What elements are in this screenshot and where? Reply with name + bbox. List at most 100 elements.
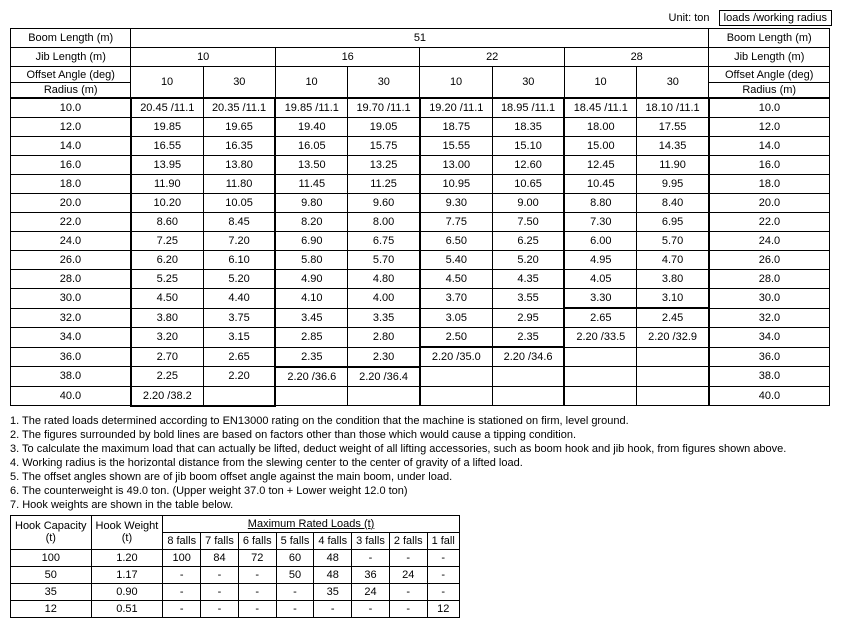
table-row: 30.04.504.404.104.003.703.553.303.1030.0 (11, 289, 830, 309)
hdr-jib-left: Jib Length (m) (11, 48, 131, 67)
cell-value: 3.05 (420, 308, 492, 328)
cell-value: 5.70 (637, 232, 709, 251)
cell-radius-right: 32.0 (709, 308, 830, 328)
table-head: Boom Length (m) 51 Boom Length (m) Jib L… (11, 29, 830, 99)
cell-value (275, 386, 347, 406)
cell-value: 14.35 (637, 137, 709, 156)
hdr-off-5: 30 (492, 67, 564, 99)
cell-radius-right: 22.0 (709, 213, 830, 232)
cell-value: 19.85 /11.1 (275, 98, 347, 118)
cell-value: 4.00 (348, 289, 420, 309)
cell-value: 8.20 (275, 213, 347, 232)
hdr-radius-left: Radius (m) (13, 83, 128, 96)
cell-value: 2.20 /33.5 (564, 328, 636, 348)
cell-value: 7.30 (564, 213, 636, 232)
hook-val: - (163, 583, 201, 600)
cell-value: 20.45 /11.1 (131, 98, 203, 118)
cell-value: 8.80 (564, 194, 636, 213)
cell-value: 2.35 (275, 347, 347, 367)
cell-value (420, 367, 492, 387)
cell-value: 12.45 (564, 156, 636, 175)
hdr-off-1: 30 (203, 67, 275, 99)
cell-value: 13.80 (203, 156, 275, 175)
cell-value: 13.00 (420, 156, 492, 175)
cell-radius-left: 16.0 (11, 156, 131, 175)
hook-val: 24 (389, 566, 427, 583)
cell-value: 4.10 (275, 289, 347, 309)
table-row: 1001.2010084726048--- (11, 549, 460, 566)
cell-value: 10.20 (131, 194, 203, 213)
cell-value: 15.55 (420, 137, 492, 156)
cell-value: 5.20 (492, 251, 564, 270)
note-line: 2. The figures surrounded by bold lines … (10, 429, 832, 441)
hook-val: - (389, 583, 427, 600)
cell-value: 4.95 (564, 251, 636, 270)
cell-value: 2.20 /38.2 (131, 386, 203, 406)
hdr-boom-value: 51 (131, 29, 709, 48)
cell-value: 2.80 (348, 328, 420, 348)
load-table: Boom Length (m) 51 Boom Length (m) Jib L… (10, 28, 830, 407)
hook-falls-hdr: 7 falls (201, 532, 239, 549)
table-row: 34.03.203.152.852.802.502.352.20 /33.52.… (11, 328, 830, 348)
cell-value: 7.25 (131, 232, 203, 251)
cell-value: 8.45 (203, 213, 275, 232)
cell-value: 6.95 (637, 213, 709, 232)
hdr-jib-2: 22 (420, 48, 565, 67)
hook-val: 60 (276, 549, 314, 566)
cell-value: 4.80 (348, 270, 420, 289)
cell-value: 2.45 (637, 308, 709, 328)
cell-value: 6.20 (131, 251, 203, 270)
cell-value: 6.50 (420, 232, 492, 251)
cell-value: 2.20 /34.6 (492, 347, 564, 367)
hook-wt: 1.20 (91, 549, 163, 566)
cell-value: 2.65 (203, 347, 275, 367)
hook-val: - (201, 583, 239, 600)
cell-radius-left: 18.0 (11, 175, 131, 194)
table-row: 36.02.702.652.352.302.20 /35.02.20 /34.6… (11, 347, 830, 367)
hook-falls-hdr: 8 falls (163, 532, 201, 549)
table-row: 32.03.803.753.453.353.052.952.652.4532.0 (11, 308, 830, 328)
cell-value: 2.25 (131, 367, 203, 387)
cell-value: 6.00 (564, 232, 636, 251)
hdr-off-0: 10 (131, 67, 203, 99)
cell-value: 2.20 /36.4 (348, 367, 420, 387)
note-line: 6. The counterweight is 49.0 ton. (Upper… (10, 485, 832, 497)
cell-radius-right: 16.0 (709, 156, 830, 175)
cell-value: 17.55 (637, 118, 709, 137)
hook-val: - (427, 549, 459, 566)
hook-falls-hdr: 3 falls (352, 532, 390, 549)
hook-val: 35 (314, 583, 352, 600)
hook-falls-hdr: 6 falls (238, 532, 276, 549)
cell-value: 19.65 (203, 118, 275, 137)
cell-value: 3.15 (203, 328, 275, 348)
cell-value (492, 386, 564, 406)
hook-val: - (201, 566, 239, 583)
cell-radius-left: 10.0 (11, 98, 131, 118)
cell-value: 6.10 (203, 251, 275, 270)
cell-radius-right: 20.0 (709, 194, 830, 213)
cell-value: 2.65 (564, 308, 636, 328)
cell-value: 18.10 /11.1 (637, 98, 709, 118)
hdr-off-2: 10 (275, 67, 347, 99)
note-line: 3. To calculate the maximum load that ca… (10, 443, 832, 455)
cell-value: 3.35 (348, 308, 420, 328)
table-row: 10.020.45 /11.120.35 /11.119.85 /11.119.… (11, 98, 830, 118)
cell-value: 3.70 (420, 289, 492, 309)
cell-value: 13.25 (348, 156, 420, 175)
cell-radius-left: 20.0 (11, 194, 131, 213)
cell-value: 16.55 (131, 137, 203, 156)
cell-radius-left: 32.0 (11, 308, 131, 328)
hook-val: - (163, 600, 201, 617)
hook-h2: Hook Weight(t) (91, 515, 163, 549)
cell-value (348, 386, 420, 406)
cell-value (564, 347, 636, 367)
cell-value: 11.90 (637, 156, 709, 175)
hdr-off-4: 10 (420, 67, 492, 99)
cell-radius-right: 24.0 (709, 232, 830, 251)
hook-val: - (238, 583, 276, 600)
hook-val: 84 (201, 549, 239, 566)
cell-value: 18.75 (420, 118, 492, 137)
cell-value: 3.80 (637, 270, 709, 289)
cell-value: 4.90 (275, 270, 347, 289)
cell-value: 2.20 (203, 367, 275, 387)
